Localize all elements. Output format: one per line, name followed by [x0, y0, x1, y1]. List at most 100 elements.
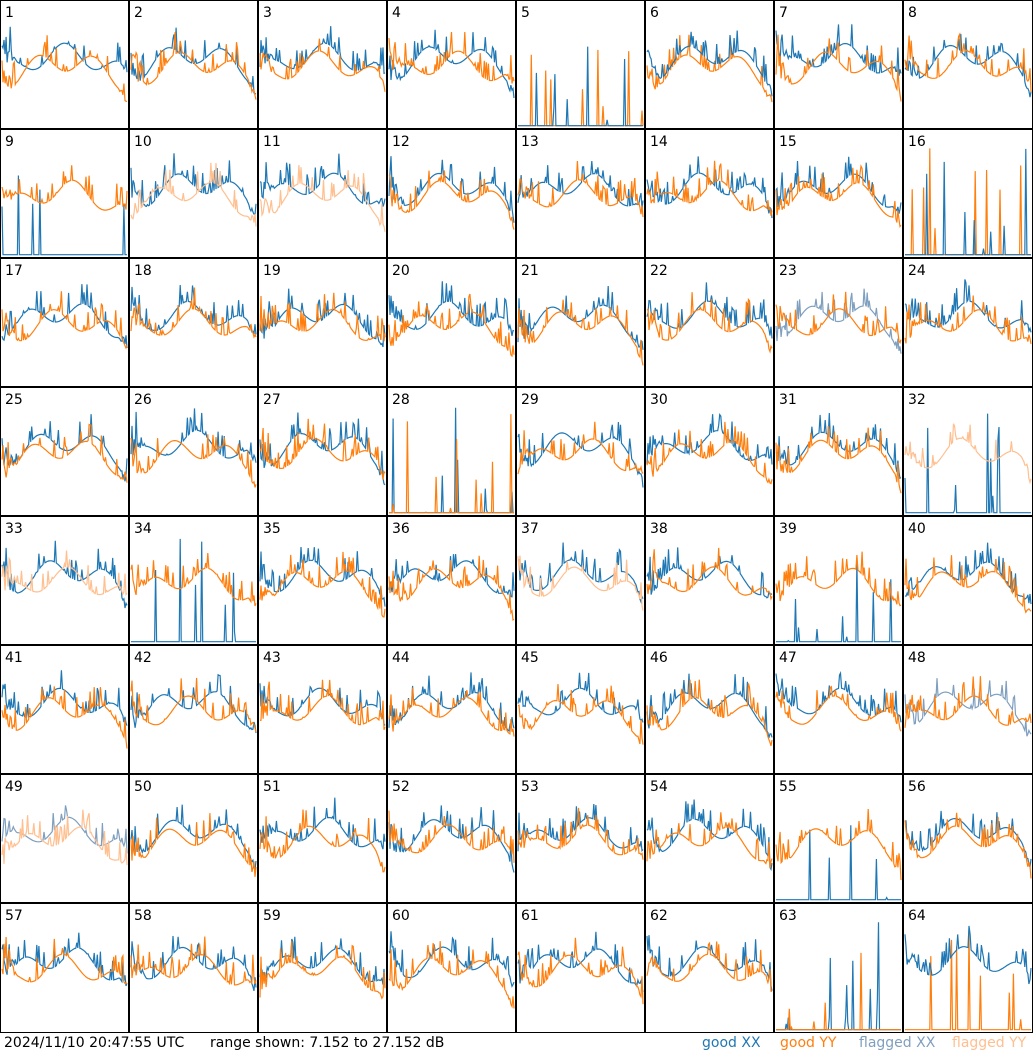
series-yy: [388, 170, 515, 230]
series-xx: [130, 935, 257, 991]
series-yy: [517, 684, 644, 745]
panel-64: 64: [903, 903, 1033, 1033]
panel-36: 36: [387, 516, 516, 645]
panel-label: 10: [134, 134, 152, 150]
series-yy: [904, 423, 1032, 485]
panel-52: 52: [387, 774, 516, 903]
series-xx: [130, 284, 257, 335]
series-yy: [646, 34, 773, 103]
panel-label: 4: [392, 5, 401, 21]
series-xx: [904, 542, 1032, 605]
panel-frame: [516, 387, 645, 516]
panel-label: 62: [650, 908, 668, 924]
panel-label: 2: [134, 5, 143, 21]
series-xx: [1, 284, 128, 349]
panel-55: 55: [774, 774, 903, 903]
series-yy: [388, 687, 515, 737]
panel-frame: [774, 903, 903, 1033]
series-yy: [904, 555, 1032, 614]
panel-label: 59: [263, 908, 281, 924]
series-yy: [259, 292, 386, 342]
panel-label: 37: [521, 521, 539, 537]
panel-45: 45: [516, 645, 645, 774]
panel-frame: [774, 774, 903, 903]
panel-24: 24: [903, 258, 1033, 387]
series-xx: [517, 542, 644, 605]
panel-5: 5: [516, 0, 645, 129]
series-yy: [1, 550, 128, 596]
panel-29: 29: [516, 387, 645, 516]
panel-frame: [516, 516, 645, 645]
panel-label: 41: [5, 650, 23, 666]
panel-18: 18: [129, 258, 258, 387]
series-xx: [388, 931, 515, 988]
timestamp: 2024/11/10 20:47:55 UTC: [4, 1035, 185, 1051]
panel-label: 64: [908, 908, 926, 924]
panel-label: 56: [908, 779, 926, 795]
panel-2: 2: [129, 0, 258, 129]
panel-frame: [258, 387, 387, 516]
panel-label: 47: [779, 650, 797, 666]
series-yy: [130, 162, 257, 227]
panel-label: 49: [5, 779, 23, 795]
panel-label: 36: [392, 521, 410, 537]
panel-22: 22: [645, 258, 774, 387]
panel-15: 15: [774, 129, 903, 258]
series-yy: [905, 929, 1031, 1031]
series-yy: [130, 936, 257, 986]
series-yy: [130, 287, 257, 339]
series-yy: [1, 686, 128, 749]
series-xx: [518, 46, 643, 127]
panel-23: 23: [774, 258, 903, 387]
series-yy: [130, 434, 257, 488]
panel-frame: [903, 0, 1033, 129]
panel-frame: [129, 258, 258, 387]
series-yy: [388, 810, 515, 863]
panel-label: 25: [5, 392, 23, 408]
panel-62: 62: [645, 903, 774, 1033]
series-yy: [388, 941, 515, 1009]
legend-flagged-yy: flagged YY: [952, 1035, 1027, 1051]
panel-frame: [387, 903, 516, 1033]
series-xx: [1, 540, 128, 609]
panel-label: 57: [5, 908, 23, 924]
panel-4: 4: [387, 0, 516, 129]
series-yy: [259, 165, 386, 232]
panel-30: 30: [645, 387, 774, 516]
series-yy: [1, 291, 128, 350]
panel-frame: [387, 516, 516, 645]
panel-39: 39: [774, 516, 903, 645]
series-xx: [775, 288, 902, 354]
panel-28: 28: [387, 387, 516, 516]
panel-12: 12: [387, 129, 516, 258]
panel-frame: [129, 645, 258, 774]
panel-label: 44: [392, 650, 410, 666]
series-yy: [646, 160, 773, 216]
panel-38: 38: [645, 516, 774, 645]
panel-label: 27: [263, 392, 281, 408]
series-yy: [775, 291, 902, 345]
panel-25: 25: [0, 387, 129, 516]
panel-11: 11: [258, 129, 387, 258]
series-yy: [130, 677, 257, 733]
series-yy: [517, 937, 644, 1005]
series-xx: [130, 408, 257, 463]
panel-frame: [129, 516, 258, 645]
series-xx: [646, 547, 773, 599]
panel-frame: [258, 774, 387, 903]
series-yy: [517, 555, 644, 611]
series-xx: [130, 673, 257, 734]
panel-frame: [645, 516, 774, 645]
series-xx: [905, 148, 1031, 256]
series-yy: [904, 32, 1032, 93]
panel-26: 26: [129, 387, 258, 516]
panel-19: 19: [258, 258, 387, 387]
panel-13: 13: [516, 129, 645, 258]
series-yy: [646, 547, 773, 601]
panel-label: 32: [908, 392, 926, 408]
panel-label: 48: [908, 650, 926, 666]
panel-40: 40: [903, 516, 1033, 645]
panel-label: 53: [521, 779, 539, 795]
series-xx: [904, 678, 1032, 737]
panel-46: 46: [645, 645, 774, 774]
